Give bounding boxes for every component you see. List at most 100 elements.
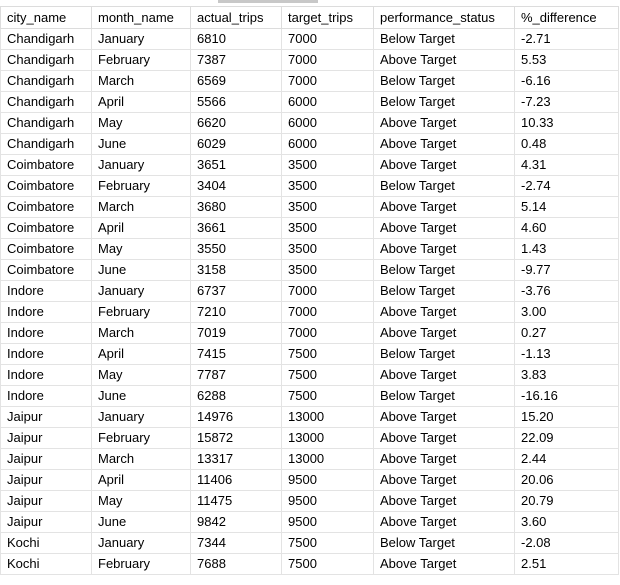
table-row[interactable]: Chandigarh February 7387 7000 Above Target 5.… [0,49,619,71]
percent-difference-cell[interactable]: 0.27 [514,322,619,344]
actual-trips-cell[interactable]: 6288 [190,385,282,407]
actual-trips-cell[interactable]: 3661 [190,217,282,239]
table-row[interactable]: Indore April 7415 7500 Below Target -1.13 [0,343,619,365]
city-name-cell[interactable]: Indore [0,343,92,365]
city-name-cell[interactable]: Jaipur [0,427,92,449]
month-name-cell[interactable]: April [91,469,191,491]
target-trips-cell[interactable]: 13000 [281,427,374,449]
table-row[interactable]: Jaipur March 13317 13000 Above Target 2.44 [0,448,619,470]
city-name-cell[interactable]: Indore [0,385,92,407]
percent-difference-cell[interactable]: 20.06 [514,469,619,491]
performance-status-cell[interactable]: Above Target [373,553,515,575]
percent-difference-cell[interactable]: -9.77 [514,259,619,281]
percent-difference-cell[interactable]: 15.20 [514,406,619,428]
city-name-cell[interactable]: Jaipur [0,490,92,512]
percent-difference-cell[interactable]: -2.08 [514,532,619,554]
table-row[interactable]: Coimbatore March 3680 3500 Above Target 5.14 [0,196,619,218]
month-name-cell[interactable]: June [91,385,191,407]
target-trips-cell[interactable]: 6000 [281,112,374,134]
city-name-cell[interactable]: Coimbatore [0,154,92,176]
percent-difference-cell[interactable]: -6.16 [514,70,619,92]
percent-difference-cell[interactable]: 20.79 [514,490,619,512]
percent-difference-cell[interactable]: 22.09 [514,427,619,449]
city-name-cell[interactable]: Chandigarh [0,133,92,155]
month-name-cell[interactable]: January [91,28,191,50]
target-trips-cell[interactable]: 13000 [281,406,374,428]
table-row[interactable]: Coimbatore April 3661 3500 Above Target 4.60 [0,217,619,239]
performance-status-cell[interactable]: Above Target [373,49,515,71]
city-name-cell[interactable]: Indore [0,364,92,386]
target-trips-cell[interactable]: 3500 [281,175,374,197]
performance-status-cell[interactable]: Above Target [373,364,515,386]
actual-trips-cell[interactable]: 7787 [190,364,282,386]
table-row[interactable]: Chandigarh January 6810 7000 Below Target -2.… [0,28,619,50]
performance-status-cell[interactable]: Below Target [373,28,515,50]
actual-trips-cell[interactable]: 7387 [190,49,282,71]
month-name-cell[interactable]: March [91,70,191,92]
performance-status-cell[interactable]: Above Target [373,322,515,344]
percent-difference-cell[interactable]: 1.43 [514,238,619,260]
city-name-cell[interactable]: Coimbatore [0,238,92,260]
column-header-month-name[interactable]: month_name [91,6,191,29]
month-name-cell[interactable]: March [91,322,191,344]
target-trips-cell[interactable]: 13000 [281,448,374,470]
target-trips-cell[interactable]: 7500 [281,343,374,365]
performance-status-cell[interactable]: Above Target [373,133,515,155]
month-name-cell[interactable]: April [91,217,191,239]
month-name-cell[interactable]: June [91,133,191,155]
month-name-cell[interactable]: May [91,238,191,260]
month-name-cell[interactable]: May [91,364,191,386]
actual-trips-cell[interactable]: 7019 [190,322,282,344]
city-name-cell[interactable]: Indore [0,322,92,344]
target-trips-cell[interactable]: 7500 [281,364,374,386]
target-trips-cell[interactable]: 3500 [281,238,374,260]
city-name-cell[interactable]: Jaipur [0,448,92,470]
column-header-target-trips[interactable]: target_trips [281,6,374,29]
column-header-percent-difference[interactable]: %_difference [514,6,619,29]
percent-difference-cell[interactable]: 10.33 [514,112,619,134]
target-trips-cell[interactable]: 3500 [281,154,374,176]
percent-difference-cell[interactable]: 3.83 [514,364,619,386]
table-row[interactable]: Coimbatore February 3404 3500 Below Target -2… [0,175,619,197]
city-name-cell[interactable]: Kochi [0,532,92,554]
target-trips-cell[interactable]: 3500 [281,196,374,218]
percent-difference-cell[interactable]: 3.00 [514,301,619,323]
column-header-city-name[interactable]: city_name [0,6,92,29]
table-row[interactable]: Indore May 7787 7500 Above Target 3.83 [0,364,619,386]
month-name-cell[interactable]: May [91,490,191,512]
column-header-actual-trips[interactable]: actual_trips [190,6,282,29]
percent-difference-cell[interactable]: -2.71 [514,28,619,50]
percent-difference-cell[interactable]: 2.51 [514,553,619,575]
month-name-cell[interactable]: March [91,448,191,470]
actual-trips-cell[interactable]: 3651 [190,154,282,176]
month-name-cell[interactable]: February [91,175,191,197]
actual-trips-cell[interactable]: 6029 [190,133,282,155]
table-row[interactable]: Jaipur April 11406 9500 Above Target 20.06 [0,469,619,491]
city-name-cell[interactable]: Coimbatore [0,175,92,197]
performance-status-cell[interactable]: Above Target [373,301,515,323]
performance-status-cell[interactable]: Below Target [373,91,515,113]
performance-status-cell[interactable]: Below Target [373,175,515,197]
percent-difference-cell[interactable]: -1.13 [514,343,619,365]
target-trips-cell[interactable]: 7000 [281,280,374,302]
actual-trips-cell[interactable]: 6810 [190,28,282,50]
actual-trips-cell[interactable]: 3550 [190,238,282,260]
table-row[interactable]: Coimbatore January 3651 3500 Above Target 4.3… [0,154,619,176]
table-row[interactable]: Chandigarh June 6029 6000 Above Target 0.48 [0,133,619,155]
actual-trips-cell[interactable]: 3404 [190,175,282,197]
city-name-cell[interactable]: Indore [0,301,92,323]
target-trips-cell[interactable]: 9500 [281,469,374,491]
percent-difference-cell[interactable]: -3.76 [514,280,619,302]
percent-difference-cell[interactable]: 5.14 [514,196,619,218]
performance-status-cell[interactable]: Above Target [373,217,515,239]
performance-status-cell[interactable]: Above Target [373,196,515,218]
actual-trips-cell[interactable]: 6737 [190,280,282,302]
table-row[interactable]: Chandigarh April 5566 6000 Below Target -7.23 [0,91,619,113]
percent-difference-cell[interactable]: 3.60 [514,511,619,533]
city-name-cell[interactable]: Chandigarh [0,112,92,134]
target-trips-cell[interactable]: 6000 [281,91,374,113]
horizontal-scrollbar-thumb[interactable] [218,0,318,3]
performance-status-cell[interactable]: Above Target [373,154,515,176]
table-row[interactable]: Jaipur June 9842 9500 Above Target 3.60 [0,511,619,533]
target-trips-cell[interactable]: 7500 [281,385,374,407]
